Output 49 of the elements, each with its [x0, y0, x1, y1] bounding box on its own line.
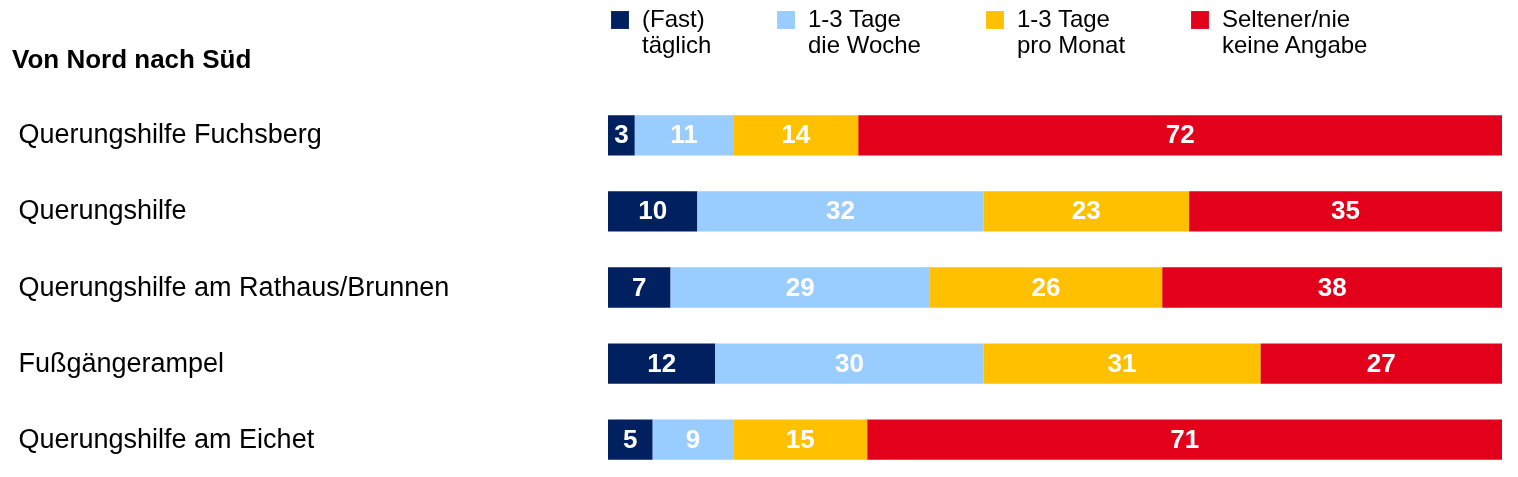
bar — [929, 267, 1163, 308]
bar — [697, 191, 984, 232]
text: Von Nord nach Süd — [12, 44, 252, 74]
data-label: 29 — [785, 271, 815, 302]
bar — [1189, 191, 1502, 232]
bar — [867, 419, 1502, 460]
bar — [608, 419, 653, 460]
bar — [1162, 267, 1502, 308]
legend-label: Seltener/nie keine Angabe — [1222, 5, 1368, 58]
bar — [634, 115, 734, 156]
data-label: 31 — [1107, 347, 1137, 378]
legend-label: (Fast) täglich — [642, 5, 712, 58]
bar — [983, 343, 1261, 384]
data-label: 32 — [825, 195, 855, 226]
y-tick-label: Fußgängerampel — [18, 347, 225, 378]
y-tick-label: Querungshilfe Fuchsberg — [18, 119, 322, 150]
data-label: 11 — [670, 119, 698, 150]
bar — [733, 115, 859, 156]
data-label: 14 — [781, 119, 811, 150]
bar — [1260, 343, 1502, 384]
data-label: 30 — [834, 347, 864, 378]
data-label: 10 — [638, 195, 668, 226]
bar — [670, 267, 930, 308]
bar — [608, 343, 716, 384]
data-label: 5 — [623, 423, 638, 454]
legend-label: 1-3 Tage die Woche — [808, 5, 921, 58]
y-tick-label: Querungshilfe am Eichet — [18, 423, 315, 454]
bar — [983, 191, 1190, 232]
y-tick-label: Querungshilfe am Rathaus/Brunnen — [18, 271, 450, 302]
bar — [652, 419, 734, 460]
bar — [733, 419, 868, 460]
data-label: 72 — [1165, 119, 1195, 150]
data-label: 12 — [647, 347, 677, 378]
data-label: 35 — [1331, 195, 1361, 226]
legend-label: 1-3 Tage pro Monat — [1017, 5, 1126, 58]
y-tick-label: Querungshilfe — [18, 195, 187, 226]
data-label: 38 — [1317, 271, 1347, 302]
data-label: 7 — [632, 271, 647, 302]
data-label: 26 — [1031, 271, 1061, 302]
data-label: 71 — [1170, 423, 1200, 454]
bar — [715, 343, 984, 384]
data-label: 9 — [685, 423, 701, 454]
bar — [608, 191, 698, 232]
data-label: 27 — [1366, 347, 1396, 378]
bar — [858, 115, 1502, 156]
bar — [608, 267, 671, 308]
data-label: 3 — [614, 119, 629, 150]
data-label: 23 — [1071, 195, 1101, 226]
data-label: 15 — [785, 423, 815, 454]
